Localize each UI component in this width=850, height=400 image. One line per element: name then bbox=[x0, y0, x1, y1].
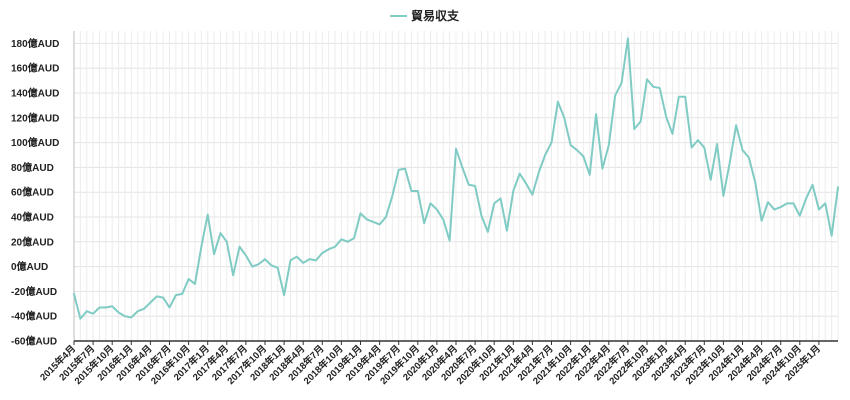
y-tick-label: -20億AUD bbox=[11, 285, 57, 298]
chart-axes bbox=[73, 31, 838, 345]
y-tick-label: 60億AUD bbox=[11, 186, 54, 199]
y-tick-label: 180億AUD bbox=[11, 37, 59, 50]
y-tick-label: 0億AUD bbox=[11, 260, 48, 273]
x-axis-tick-labels: 2015年4月2015年7月2015年10月2016年1月2016年4月2016… bbox=[38, 343, 824, 387]
series-layer bbox=[73, 37, 839, 320]
legend-label-trade-balance: 貿易収支 bbox=[411, 8, 460, 23]
y-tick-label: 20億AUD bbox=[11, 235, 54, 248]
y-tick-label: 100億AUD bbox=[11, 136, 59, 149]
y-tick-label: 140億AUD bbox=[11, 87, 59, 100]
x-gridlines bbox=[73, 31, 839, 341]
y-tick-label: -40億AUD bbox=[11, 310, 57, 323]
y-tick-label: 40億AUD bbox=[11, 211, 54, 224]
chart-legend[interactable]: 貿易収支 bbox=[390, 8, 460, 23]
y-tick-label: 160億AUD bbox=[11, 62, 59, 75]
y-tick-label: 80億AUD bbox=[11, 161, 54, 174]
y-tick-label: -60億AUD bbox=[11, 335, 57, 348]
y-tick-label: 120億AUD bbox=[11, 111, 59, 124]
series-line-trade-balance[interactable] bbox=[73, 37, 839, 320]
y-axis-tick-labels: -60億AUD -40億AUD -20億AUD 0億AUD 20億AUD 40億AUD 60… bbox=[11, 37, 59, 348]
